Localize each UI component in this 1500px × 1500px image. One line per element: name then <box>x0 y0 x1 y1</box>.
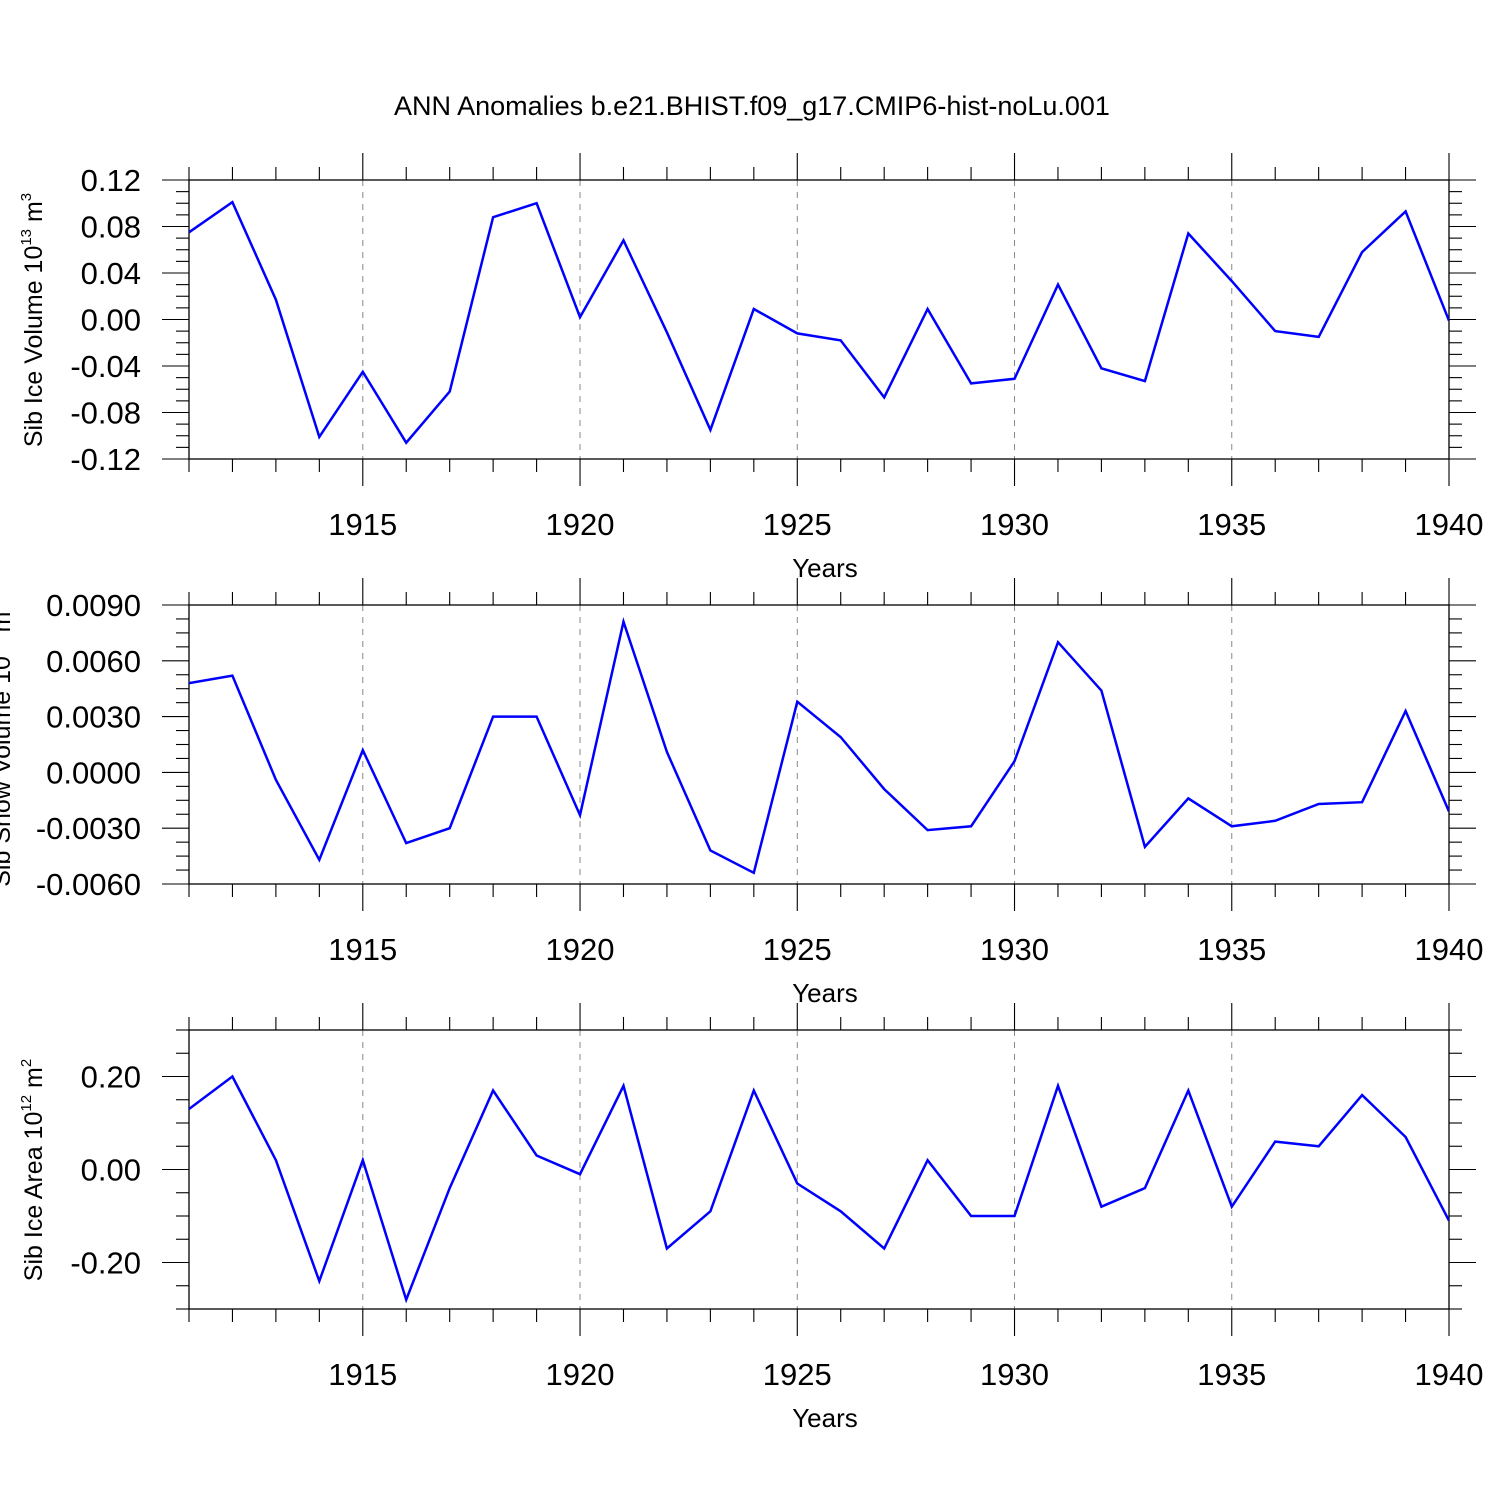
y-axis-label-exponent: 12 <box>18 1095 35 1112</box>
x-tick-label: 1920 <box>546 507 615 542</box>
x-tick-label: 1915 <box>328 932 397 967</box>
y-tick-label: -0.0060 <box>36 867 141 902</box>
x-tick-label: 1935 <box>1197 507 1266 542</box>
y-tick-label: 0.0030 <box>46 700 141 735</box>
x-tick-label: 1920 <box>546 932 615 967</box>
plot-frame <box>188 1029 1450 1310</box>
figure-title: ANN Anomalies b.e21.BHIST.f09_g17.CMIP6-… <box>394 91 1110 121</box>
y-axis-label-text: Sib Ice Volume 10 <box>20 246 48 448</box>
x-tick-label: 1915 <box>328 1357 397 1392</box>
y-axis-label-unit-exponent: 3 <box>18 193 35 201</box>
y-axis-label: Sib Ice Area 1012 m2 <box>18 1059 48 1281</box>
series-line <box>189 617 1449 875</box>
x-tick-label: 1925 <box>763 507 832 542</box>
y-tick-label: 0.08 <box>81 210 141 245</box>
plot-frame <box>188 179 1450 460</box>
x-tick-label: 1925 <box>763 932 832 967</box>
series-line <box>189 200 1449 445</box>
y-tick-label: 0.00 <box>81 303 141 338</box>
x-tick-label: 1920 <box>546 1357 615 1392</box>
y-axis-label-text: Sib Ice Area 10 <box>20 1112 48 1282</box>
x-axis-label: Years <box>792 978 858 1008</box>
y-tick-label: 0.12 <box>81 163 141 198</box>
x-tick-label: 1915 <box>328 507 397 542</box>
y-axis-label-exponent: 13 <box>0 639 3 656</box>
y-tick-label: 0.04 <box>81 256 141 291</box>
x-axis-label: Years <box>792 553 858 583</box>
y-axis-label-unit: m <box>20 201 48 229</box>
x-axis-label: Years <box>792 1403 858 1433</box>
panel-sib-ice-volume: -0.12 -0.08 -0.04 0.00 0.04 0.08 0.12 1915 1920 1… <box>18 153 1483 583</box>
y-tick-label: -0.0030 <box>36 811 141 846</box>
y-tick-label: -0.12 <box>70 442 141 477</box>
x-tick-label: 1940 <box>1415 932 1484 967</box>
y-tick-label: -0.08 <box>70 396 141 431</box>
y-axis-label-unit-exponent: 2 <box>18 1059 35 1067</box>
y-axis-label: Sib Ice Volume 1013 m3 <box>18 193 48 447</box>
y-tick-label: -0.20 <box>70 1246 141 1281</box>
series-line <box>189 1074 1449 1304</box>
plot-frame <box>188 604 1450 885</box>
y-tick-label: 0.00 <box>81 1153 141 1188</box>
y-tick-label: 0.0090 <box>46 588 141 623</box>
y-tick-label: 0.0000 <box>46 755 141 790</box>
x-tick-label: 1925 <box>763 1357 832 1392</box>
x-tick-label: 1940 <box>1415 507 1484 542</box>
y-axis-label: Sib Snow Volume 1013 m3 <box>0 603 16 887</box>
y-axis-label-text: Sib Snow Volume 10 <box>0 656 16 887</box>
panel-sib-snow-volume: -0.0060 -0.0030 0.0000 0.0030 0.0060 0.0090 19… <box>0 578 1483 1008</box>
y-axis-label-exponent: 13 <box>18 229 35 246</box>
y-axis-label-unit: m <box>0 612 16 640</box>
x-tick-label: 1930 <box>980 1357 1049 1392</box>
y-tick-label: -0.04 <box>70 349 141 384</box>
y-axis-label-unit-exponent: 3 <box>0 603 3 611</box>
x-tick-label: 1930 <box>980 507 1049 542</box>
y-axis-label-unit: m <box>20 1067 48 1095</box>
x-tick-label: 1940 <box>1415 1357 1484 1392</box>
panel-sib-ice-area: -0.20 0.00 0.20 1915 1920 1925 1930 1935 1940 Yea… <box>18 1003 1483 1433</box>
x-tick-label: 1935 <box>1197 1357 1266 1392</box>
x-tick-label: 1935 <box>1197 932 1266 967</box>
x-tick-label: 1930 <box>980 932 1049 967</box>
y-tick-label: 0.0060 <box>46 644 141 679</box>
y-tick-label: 0.20 <box>81 1060 141 1095</box>
